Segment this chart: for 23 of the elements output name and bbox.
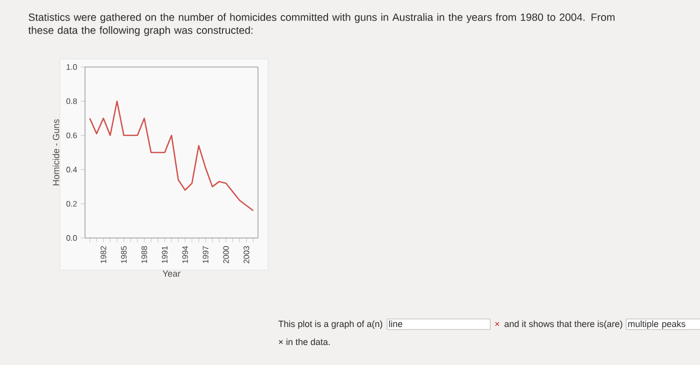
y-tick-label: 0.4 [66,166,77,172]
text: × [495,322,500,326]
x-tick-label: 2003 [244,246,250,264]
text: line [389,320,402,328]
x-tick-label: 1991 [162,246,168,263]
x-tick-label: 1985 [121,246,127,263]
y-tick-label: 0.2 [66,200,77,207]
text: Statistics were gathered on the number of homicides committed with guns in Australia in the years from 1980 to 2004. From these data the following graph was constructed: [28,13,615,36]
y-tick-label: 0.0 [66,235,77,241]
y-tick-label: 0.6 [66,132,77,138]
x-tick-label: 1982 [100,246,106,263]
y-tick-label: 0.8 [66,98,77,104]
x-tick-label: 1994 [182,246,188,263]
y-axis-title: Homicide - Guns [52,119,60,186]
text: This plot is a graph of a(n) [278,320,382,329]
x-tick-label: 1997 [202,246,208,263]
text: multiple peaks [628,320,686,329]
x-tick-label: 2000 [223,246,229,264]
text: × in the data. [278,338,330,346]
text: and it shows that there is(are) [504,320,622,329]
x-axis-title: Year [162,270,180,277]
y-tick-label: 1.0 [66,64,77,70]
x-tick-label: 1988 [141,246,148,263]
